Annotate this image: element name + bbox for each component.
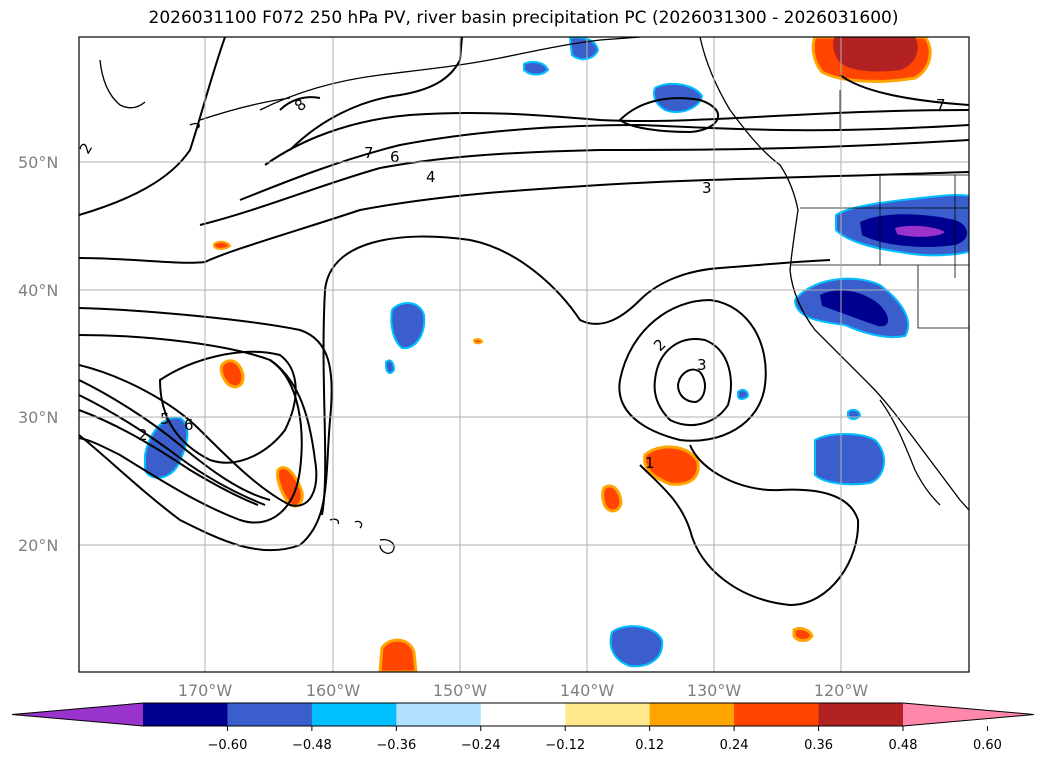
- contour-label: 4: [426, 168, 436, 186]
- contour-line: [289, 37, 463, 151]
- precip-blob-neg: [814, 433, 885, 486]
- contour-line: [239, 123, 969, 201]
- contour-line: [79, 379, 271, 501]
- coastlines: [99, 37, 969, 554]
- colorbar-tick-label: −0.36: [376, 738, 416, 753]
- colorbar-swatch: [143, 703, 228, 726]
- contour-line: [618, 97, 720, 134]
- lat-label: 50°N: [18, 153, 58, 172]
- contour-line: [158, 350, 297, 464]
- contour-label: 6: [390, 148, 400, 166]
- coastline-alaska: [259, 37, 641, 111]
- precip-blob-neg: [847, 408, 862, 420]
- map-title: 2026031100 F072 250 hPa PV, river basin …: [148, 8, 899, 28]
- colorbar-swatch: [565, 703, 651, 726]
- colorbar-tick-label: 0.24: [720, 738, 749, 753]
- precip-blob-pos: [643, 445, 700, 486]
- latitude-labels: 50°N 40°N 30°N 20°N: [18, 153, 58, 555]
- precip-blob-neg: [737, 388, 750, 400]
- precip-blob-pos-core: [833, 37, 918, 72]
- colorbar-swatch: [818, 703, 904, 726]
- lat-label: 20°N: [18, 536, 58, 555]
- contour-line: [279, 96, 321, 111]
- precip-blob-neg-core: [820, 290, 889, 327]
- contour-label: 5: [160, 410, 170, 428]
- colorbar-swatch: [480, 703, 566, 726]
- pv-contours: [79, 37, 969, 607]
- contour-label: 6: [184, 416, 194, 434]
- contour-label: 3: [702, 179, 712, 197]
- coastline-north-america: [699, 37, 969, 511]
- contour-line: [653, 338, 732, 426]
- coastline-baja: [879, 399, 941, 506]
- colorbar-swatch: [227, 703, 313, 726]
- coastline-kamchatka: [99, 59, 146, 109]
- contour-line: [618, 298, 767, 442]
- lon-label: 120°W: [814, 681, 869, 700]
- colorbar-swatch: [311, 703, 397, 726]
- precip-blob-neg: [523, 61, 550, 76]
- longitude-labels: 170°W 160°W 150°W 140°W 130°W 120°W: [178, 681, 869, 700]
- contour-label: 3: [697, 356, 707, 374]
- colorbar-swatch: [734, 703, 820, 726]
- contour-line: [676, 368, 706, 404]
- political-borders: [790, 90, 969, 329]
- contour-line: [639, 444, 860, 607]
- contour-label: 1: [645, 454, 655, 472]
- precip-blob-pos: [219, 359, 245, 389]
- lon-label: 140°W: [560, 681, 615, 700]
- colorbar-outline: [11, 702, 1035, 727]
- lat-label: 40°N: [18, 281, 58, 300]
- lon-label: 130°W: [687, 681, 742, 700]
- colorbar-swatch: [649, 703, 735, 726]
- lon-label: 160°W: [306, 681, 361, 700]
- contour-line: [79, 409, 259, 506]
- precip-blob-neg-peak: [895, 225, 945, 237]
- precip-blob-neg: [609, 625, 664, 668]
- precip-blob-pos: [792, 626, 814, 642]
- contour-line: [79, 171, 969, 264]
- precip-blob-pos: [378, 638, 418, 672]
- colorbar-extend-high: [903, 703, 1034, 726]
- map-frame: [78, 36, 970, 673]
- contour-line: [321, 235, 831, 516]
- contour-line: [79, 334, 303, 524]
- lat-label: 30°N: [18, 408, 58, 427]
- lon-label: 170°W: [178, 681, 233, 700]
- colorbar-extend-low: [12, 703, 143, 726]
- colorbar-tick-label: 0.48: [889, 738, 918, 753]
- coastline-hawaii: [329, 518, 395, 554]
- colorbar-tick-label: −0.60: [208, 738, 248, 753]
- precip-blob-pos: [472, 338, 484, 345]
- contour-line: [79, 394, 266, 506]
- colorbar: −0.60 −0.48 −0.36 −0.24 −0.12 0.12 0.24 0.36 0.4…: [11, 702, 1035, 753]
- graticule: [79, 37, 969, 672]
- lon-label: 150°W: [433, 681, 488, 700]
- colorbar-tick-label: −0.12: [545, 738, 585, 753]
- precip-blob-pos: [213, 240, 232, 250]
- contour-label: 7: [936, 96, 946, 114]
- precip-blob-neg: [385, 359, 396, 374]
- colorbar-tick-label: 0.36: [804, 738, 833, 753]
- precip-blob-pos: [601, 484, 623, 513]
- contour-label: 7: [364, 144, 374, 162]
- contour-line: [79, 359, 318, 507]
- colorbar-tick-label: 0.60: [973, 738, 1002, 753]
- colorbar-tick-label: 0.12: [635, 738, 664, 753]
- border-states: [790, 90, 969, 329]
- contour-label: 2: [138, 426, 148, 444]
- contour-line: [199, 139, 969, 226]
- colorbar-tick-label: −0.24: [461, 738, 501, 753]
- contour-line: [79, 37, 226, 216]
- map-panel: [79, 37, 969, 672]
- contour-line: [839, 74, 969, 106]
- colorbar-swatch: [396, 703, 482, 726]
- precip-blob-neg: [390, 302, 426, 350]
- colorbar-tick-label: −0.48: [292, 738, 332, 753]
- contour-line: [264, 109, 969, 166]
